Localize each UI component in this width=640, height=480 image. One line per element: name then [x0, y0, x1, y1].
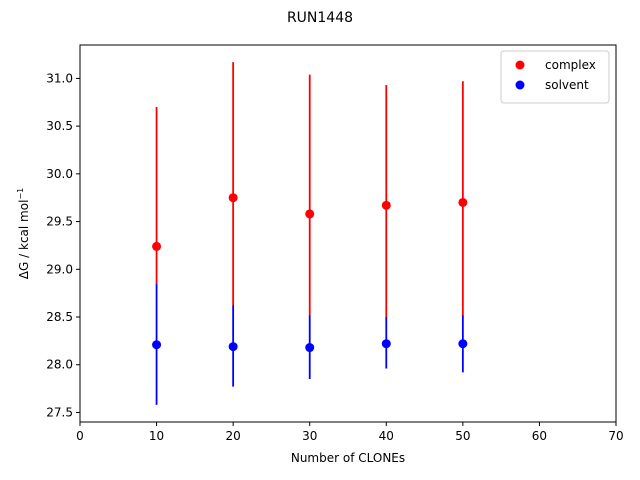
- legend-label-solvent: solvent: [545, 78, 589, 92]
- x-axis: 0 10 20 30 40 50 60 70: [76, 422, 624, 443]
- solvent-point: [458, 339, 468, 349]
- x-tick-label: 20: [226, 429, 241, 443]
- plot-marks: [152, 62, 468, 405]
- x-tick-label: 60: [532, 429, 547, 443]
- x-tick-label: 70: [608, 429, 623, 443]
- legend-label-complex: complex: [545, 58, 596, 72]
- x-tick-label: 0: [76, 429, 84, 443]
- complex-point: [458, 197, 468, 207]
- complex-point: [381, 200, 391, 210]
- y-tick-label: 30.5: [46, 119, 73, 133]
- y-tick-label: 27.5: [46, 405, 73, 419]
- y-tick-label: 28.5: [46, 310, 73, 324]
- x-tick-label: 10: [149, 429, 164, 443]
- complex-point: [228, 193, 238, 203]
- y-tick-label: 31.0: [46, 71, 73, 85]
- solvent-point: [381, 339, 391, 349]
- chart-title: RUN1448: [287, 10, 353, 26]
- y-axis-label: ΔG / kcal mol−1: [16, 188, 31, 279]
- x-tick-label: 50: [455, 429, 470, 443]
- legend-box: [500, 50, 610, 104]
- y-tick-label: 29.5: [46, 215, 73, 229]
- x-tick-label: 30: [302, 429, 317, 443]
- legend-marker-complex: [515, 60, 525, 70]
- x-axis-label: Number of CLONEs: [291, 451, 405, 465]
- legend: complex solvent: [500, 50, 610, 104]
- solvent-point: [152, 340, 162, 350]
- y-tick-label: 30.0: [46, 167, 73, 181]
- plot-frame: [79, 44, 617, 423]
- y-axis: 27.5 28.0 28.5 29.0 29.5 30.0 30.5 31.0: [46, 71, 80, 419]
- y-axis-label-main: ΔG / kcal mol: [17, 200, 31, 280]
- solvent-point: [228, 342, 238, 352]
- legend-marker-solvent: [515, 80, 525, 90]
- y-tick-label: 29.0: [46, 262, 73, 276]
- complex-point: [305, 209, 315, 219]
- complex-point: [152, 241, 162, 251]
- y-tick-label: 28.0: [46, 358, 73, 372]
- y-axis-label-sup: −1: [16, 188, 25, 200]
- x-tick-label: 40: [379, 429, 394, 443]
- solvent-point: [305, 343, 315, 353]
